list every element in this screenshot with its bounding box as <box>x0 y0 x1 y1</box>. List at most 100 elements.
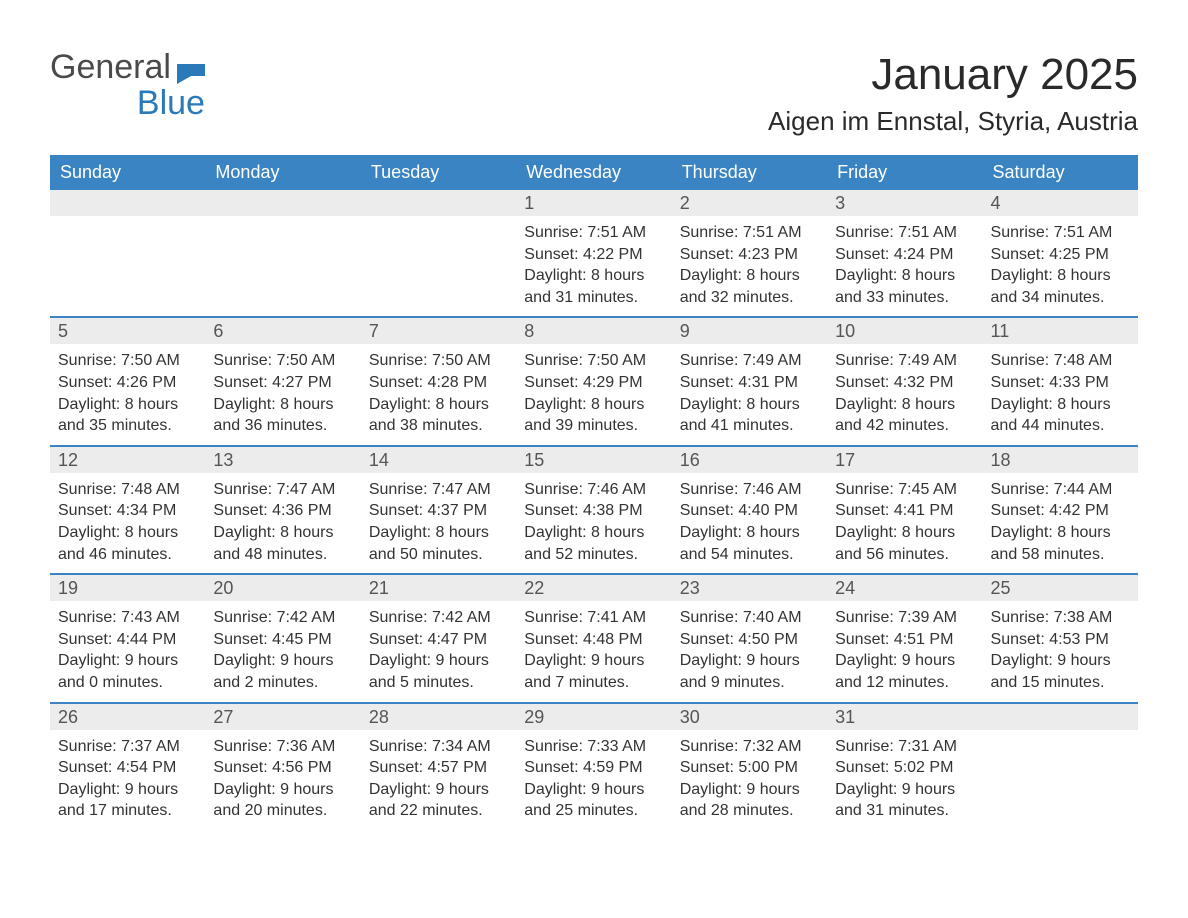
calendar-day: 29Sunrise: 7:33 AMSunset: 4:59 PMDayligh… <box>516 704 671 830</box>
day-sunset: Sunset: 5:00 PM <box>680 757 819 779</box>
day-number: 17 <box>827 447 982 473</box>
day-sunrise: Sunrise: 7:51 AM <box>680 222 819 244</box>
day-content: Sunrise: 7:39 AMSunset: 4:51 PMDaylight:… <box>827 601 982 701</box>
day-daylight1: Daylight: 8 hours <box>680 265 819 287</box>
day-daylight2: and 32 minutes. <box>680 287 819 309</box>
day-daylight1: Daylight: 8 hours <box>835 265 974 287</box>
logo: General Blue <box>50 50 205 120</box>
day-number: 23 <box>672 575 827 601</box>
location: Aigen im Ennstal, Styria, Austria <box>768 106 1138 137</box>
day-number: 16 <box>672 447 827 473</box>
day-daylight2: and 41 minutes. <box>680 415 819 437</box>
day-content: Sunrise: 7:44 AMSunset: 4:42 PMDaylight:… <box>983 473 1138 573</box>
day-number: 8 <box>516 318 671 344</box>
day-content: Sunrise: 7:42 AMSunset: 4:47 PMDaylight:… <box>361 601 516 701</box>
weekday-header: Sunday <box>50 155 205 190</box>
calendar-day: 31Sunrise: 7:31 AMSunset: 5:02 PMDayligh… <box>827 704 982 830</box>
day-sunrise: Sunrise: 7:49 AM <box>680 350 819 372</box>
day-sunset: Sunset: 4:34 PM <box>58 500 197 522</box>
calendar-day: 10Sunrise: 7:49 AMSunset: 4:32 PMDayligh… <box>827 318 982 444</box>
calendar-day: 26Sunrise: 7:37 AMSunset: 4:54 PMDayligh… <box>50 704 205 830</box>
day-daylight1: Daylight: 8 hours <box>58 394 197 416</box>
day-daylight2: and 44 minutes. <box>991 415 1130 437</box>
weekday-header: Wednesday <box>516 155 671 190</box>
day-number: 2 <box>672 190 827 216</box>
day-sunrise: Sunrise: 7:47 AM <box>213 479 352 501</box>
calendar-day <box>983 704 1138 830</box>
day-number: 28 <box>361 704 516 730</box>
day-sunrise: Sunrise: 7:45 AM <box>835 479 974 501</box>
day-sunset: Sunset: 4:59 PM <box>524 757 663 779</box>
day-number: 14 <box>361 447 516 473</box>
calendar-day: 11Sunrise: 7:48 AMSunset: 4:33 PMDayligh… <box>983 318 1138 444</box>
day-content: Sunrise: 7:51 AMSunset: 4:25 PMDaylight:… <box>983 216 1138 316</box>
calendar-day: 8Sunrise: 7:50 AMSunset: 4:29 PMDaylight… <box>516 318 671 444</box>
logo-word1: General <box>50 48 171 86</box>
day-sunrise: Sunrise: 7:40 AM <box>680 607 819 629</box>
calendar-day: 13Sunrise: 7:47 AMSunset: 4:36 PMDayligh… <box>205 447 360 573</box>
day-sunset: Sunset: 4:31 PM <box>680 372 819 394</box>
day-number: 3 <box>827 190 982 216</box>
day-number: 11 <box>983 318 1138 344</box>
day-daylight1: Daylight: 8 hours <box>524 265 663 287</box>
day-daylight1: Daylight: 8 hours <box>524 394 663 416</box>
day-sunset: Sunset: 4:56 PM <box>213 757 352 779</box>
day-content: Sunrise: 7:51 AMSunset: 4:23 PMDaylight:… <box>672 216 827 316</box>
day-daylight1: Daylight: 9 hours <box>835 650 974 672</box>
day-content: Sunrise: 7:49 AMSunset: 4:32 PMDaylight:… <box>827 344 982 444</box>
day-sunrise: Sunrise: 7:36 AM <box>213 736 352 758</box>
day-daylight2: and 34 minutes. <box>991 287 1130 309</box>
day-content: Sunrise: 7:49 AMSunset: 4:31 PMDaylight:… <box>672 344 827 444</box>
day-content: Sunrise: 7:47 AMSunset: 4:37 PMDaylight:… <box>361 473 516 573</box>
day-number <box>50 190 205 216</box>
calendar-day: 16Sunrise: 7:46 AMSunset: 4:40 PMDayligh… <box>672 447 827 573</box>
calendar: Sunday Monday Tuesday Wednesday Thursday… <box>50 155 1138 830</box>
month-title: January 2025 <box>768 50 1138 100</box>
calendar-day: 5Sunrise: 7:50 AMSunset: 4:26 PMDaylight… <box>50 318 205 444</box>
day-number: 6 <box>205 318 360 344</box>
day-sunrise: Sunrise: 7:37 AM <box>58 736 197 758</box>
day-content: Sunrise: 7:40 AMSunset: 4:50 PMDaylight:… <box>672 601 827 701</box>
day-number: 5 <box>50 318 205 344</box>
calendar-day: 19Sunrise: 7:43 AMSunset: 4:44 PMDayligh… <box>50 575 205 701</box>
day-daylight2: and 22 minutes. <box>369 800 508 822</box>
weekday-header: Friday <box>827 155 982 190</box>
day-daylight2: and 39 minutes. <box>524 415 663 437</box>
day-daylight1: Daylight: 8 hours <box>835 522 974 544</box>
day-daylight1: Daylight: 8 hours <box>680 522 819 544</box>
calendar-body: 1Sunrise: 7:51 AMSunset: 4:22 PMDaylight… <box>50 190 1138 830</box>
day-content: Sunrise: 7:32 AMSunset: 5:00 PMDaylight:… <box>672 730 827 830</box>
day-sunrise: Sunrise: 7:46 AM <box>524 479 663 501</box>
calendar-header-row: Sunday Monday Tuesday Wednesday Thursday… <box>50 155 1138 190</box>
day-number: 13 <box>205 447 360 473</box>
day-content: Sunrise: 7:50 AMSunset: 4:28 PMDaylight:… <box>361 344 516 444</box>
day-content: Sunrise: 7:34 AMSunset: 4:57 PMDaylight:… <box>361 730 516 830</box>
day-number: 29 <box>516 704 671 730</box>
day-sunset: Sunset: 4:57 PM <box>369 757 508 779</box>
day-daylight1: Daylight: 8 hours <box>991 265 1130 287</box>
day-sunset: Sunset: 4:25 PM <box>991 244 1130 266</box>
day-daylight2: and 17 minutes. <box>58 800 197 822</box>
day-sunset: Sunset: 4:26 PM <box>58 372 197 394</box>
day-content: Sunrise: 7:47 AMSunset: 4:36 PMDaylight:… <box>205 473 360 573</box>
day-sunrise: Sunrise: 7:33 AM <box>524 736 663 758</box>
day-content: Sunrise: 7:31 AMSunset: 5:02 PMDaylight:… <box>827 730 982 830</box>
calendar-day <box>205 190 360 316</box>
day-daylight1: Daylight: 9 hours <box>991 650 1130 672</box>
day-content: Sunrise: 7:51 AMSunset: 4:22 PMDaylight:… <box>516 216 671 316</box>
day-sunset: Sunset: 4:45 PM <box>213 629 352 651</box>
day-sunset: Sunset: 4:36 PM <box>213 500 352 522</box>
day-daylight2: and 33 minutes. <box>835 287 974 309</box>
day-sunrise: Sunrise: 7:51 AM <box>524 222 663 244</box>
day-daylight1: Daylight: 9 hours <box>680 779 819 801</box>
calendar-day <box>50 190 205 316</box>
day-number: 22 <box>516 575 671 601</box>
day-daylight1: Daylight: 8 hours <box>58 522 197 544</box>
day-daylight2: and 46 minutes. <box>58 544 197 566</box>
day-number: 12 <box>50 447 205 473</box>
day-sunrise: Sunrise: 7:39 AM <box>835 607 974 629</box>
day-content: Sunrise: 7:48 AMSunset: 4:33 PMDaylight:… <box>983 344 1138 444</box>
calendar-day: 6Sunrise: 7:50 AMSunset: 4:27 PMDaylight… <box>205 318 360 444</box>
calendar-week: 5Sunrise: 7:50 AMSunset: 4:26 PMDaylight… <box>50 316 1138 444</box>
day-content: Sunrise: 7:51 AMSunset: 4:24 PMDaylight:… <box>827 216 982 316</box>
